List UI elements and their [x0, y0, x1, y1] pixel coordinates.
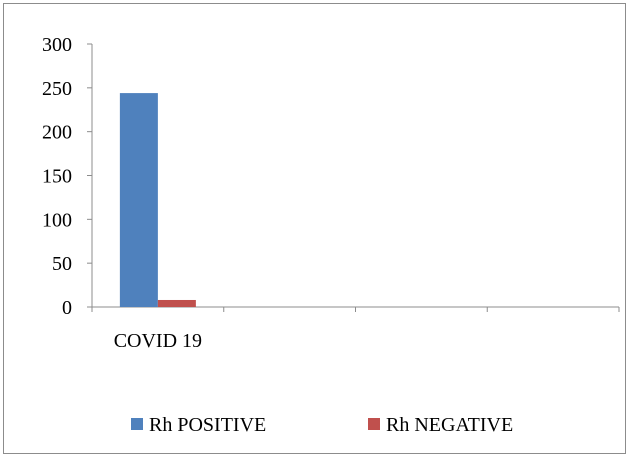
legend: Rh POSITIVE Rh NEGATIVE — [131, 414, 513, 436]
legend-label-rh-positive: Rh POSITIVE — [149, 414, 266, 436]
legend-label-rh-negative: Rh NEGATIVE — [386, 414, 513, 436]
bar-rh-negative — [157, 299, 196, 307]
x-category-label: COVID 19 — [114, 330, 202, 352]
y-tick-label: 300 — [42, 34, 72, 56]
chart-frame — [3, 3, 626, 454]
bars — [119, 93, 196, 308]
legend-swatch-rh-negative — [368, 418, 380, 430]
labels: 0 50 100 150 200 250 300 COVID 19 — [42, 34, 202, 352]
y-tick-label: 200 — [42, 122, 72, 144]
y-tick-label: 100 — [42, 209, 72, 231]
y-tick-label: 0 — [62, 297, 72, 319]
y-tick-label: 150 — [42, 166, 72, 188]
y-tick-label: 50 — [52, 253, 72, 275]
legend-swatch-rh-positive — [131, 418, 143, 430]
y-tick-label: 250 — [42, 78, 72, 100]
axes — [87, 43, 620, 312]
bar-rh-positive — [119, 93, 158, 308]
